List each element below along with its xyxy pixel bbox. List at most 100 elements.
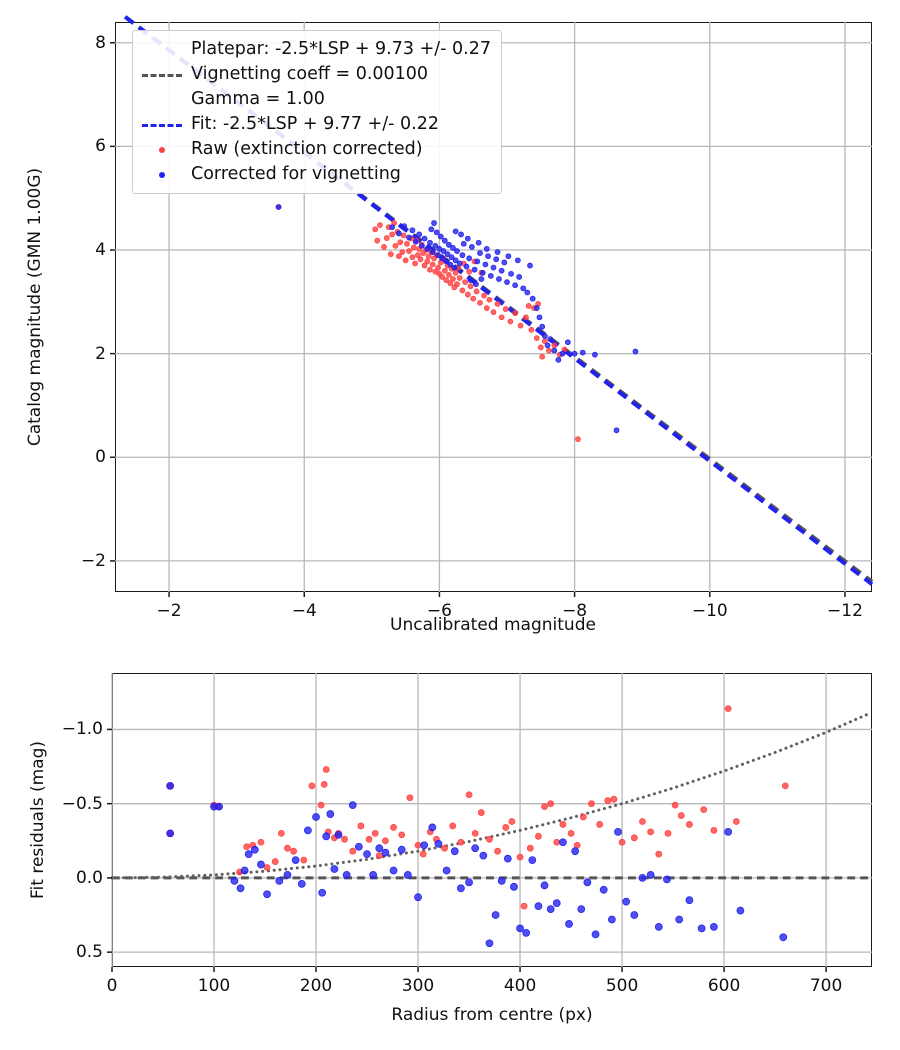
data-point <box>607 915 616 924</box>
data-point <box>481 292 487 299</box>
data-point <box>497 876 506 885</box>
data-point <box>503 854 512 863</box>
data-point <box>502 306 509 312</box>
data-point <box>308 782 316 790</box>
data-point <box>263 864 271 871</box>
data-point <box>516 924 524 933</box>
data-point <box>369 871 378 879</box>
data-point <box>504 279 510 286</box>
data-point <box>322 832 331 841</box>
data-point <box>425 253 432 260</box>
data-point <box>647 828 655 836</box>
xtick-label: −10 <box>691 601 728 621</box>
data-point <box>406 794 414 802</box>
data-point <box>546 347 552 354</box>
data-point <box>447 261 454 268</box>
data-point <box>429 261 436 268</box>
data-point <box>686 821 693 828</box>
data-point <box>312 813 320 821</box>
dashed-line-swatch <box>142 123 182 127</box>
ytick-label: 0 <box>95 447 106 468</box>
data-point <box>478 276 485 282</box>
data-point <box>456 260 463 267</box>
data-point <box>441 844 448 852</box>
data-point <box>263 890 271 899</box>
data-point <box>671 801 679 809</box>
data-point <box>291 856 300 864</box>
photometric-calibration-panel: −2 −4 −6 −8 −10 −12 −2 0 2 4 6 8 Uncalibrated magni… <box>25 15 874 635</box>
data-point <box>700 806 708 814</box>
data-point <box>579 813 587 821</box>
legend-entry: Raw (extinction corrected) <box>141 137 491 162</box>
data-point <box>479 851 488 860</box>
data-point <box>416 231 423 238</box>
data-point <box>275 876 284 885</box>
data-point <box>537 344 544 351</box>
data-point <box>371 829 379 837</box>
data-point <box>501 259 508 266</box>
data-point <box>460 240 467 247</box>
ytick-label: −2 <box>80 550 106 571</box>
data-point <box>654 923 663 931</box>
legend-entry-label: Raw (extinction corrected) <box>191 138 423 159</box>
tick-marks <box>107 728 827 972</box>
data-point <box>403 871 412 879</box>
data-point <box>459 287 466 294</box>
data-point <box>317 801 325 809</box>
data-point <box>736 906 745 915</box>
ytick-label: −0.5 <box>61 793 103 814</box>
data-point <box>577 905 586 913</box>
xtick-label: −12 <box>827 601 863 621</box>
data-point <box>441 267 448 274</box>
data-point <box>638 874 647 882</box>
data-point <box>466 255 473 262</box>
data-point <box>591 930 600 939</box>
data-point <box>395 230 402 237</box>
data-point <box>485 253 491 260</box>
legend-empty-key <box>141 93 183 107</box>
data-point <box>559 350 566 357</box>
data-point <box>417 256 424 263</box>
xtick-label: 100 <box>197 976 231 996</box>
data-point <box>375 852 383 860</box>
data-point <box>363 850 371 859</box>
data-point <box>381 243 387 250</box>
xtick-label: −4 <box>291 601 317 621</box>
legend-red-dot-icon <box>141 143 183 157</box>
data-point <box>341 835 348 843</box>
data-point <box>166 781 175 790</box>
data-point <box>508 270 514 277</box>
legend-entry: Gamma = 1.00 <box>141 87 491 112</box>
data-point <box>447 280 454 287</box>
data-point <box>630 911 639 919</box>
data-point <box>525 303 532 309</box>
data-point <box>457 838 465 846</box>
data-point <box>290 847 297 855</box>
data-point <box>514 257 521 264</box>
data-point <box>575 436 581 443</box>
data-point <box>445 241 452 248</box>
data-point <box>397 845 406 854</box>
data-point <box>320 780 328 788</box>
data-point <box>485 939 494 948</box>
data-point <box>334 830 343 839</box>
data-point <box>419 850 427 858</box>
data-point <box>401 223 408 230</box>
fit-residuals-panel: 0 100 200 300 400 500 600 700 0.5 0.0 −0.5 −1.0 Rad… <box>0 650 900 1050</box>
data-point <box>387 251 394 258</box>
data-point <box>473 281 479 288</box>
data-point <box>428 823 437 832</box>
data-point <box>505 253 512 260</box>
data-point <box>442 866 451 875</box>
data-point <box>349 847 357 855</box>
legend-entry: Vignetting coeff = 0.00100 <box>141 62 491 87</box>
legend-entry-label: Vignetting coeff = 0.00100 <box>191 63 429 84</box>
data-point <box>406 234 412 241</box>
data-point <box>462 279 469 286</box>
data-point <box>544 342 551 349</box>
data-point <box>527 262 533 269</box>
data-point <box>502 824 510 831</box>
data-point <box>421 235 428 242</box>
data-point <box>496 276 502 282</box>
data-point <box>420 841 429 850</box>
